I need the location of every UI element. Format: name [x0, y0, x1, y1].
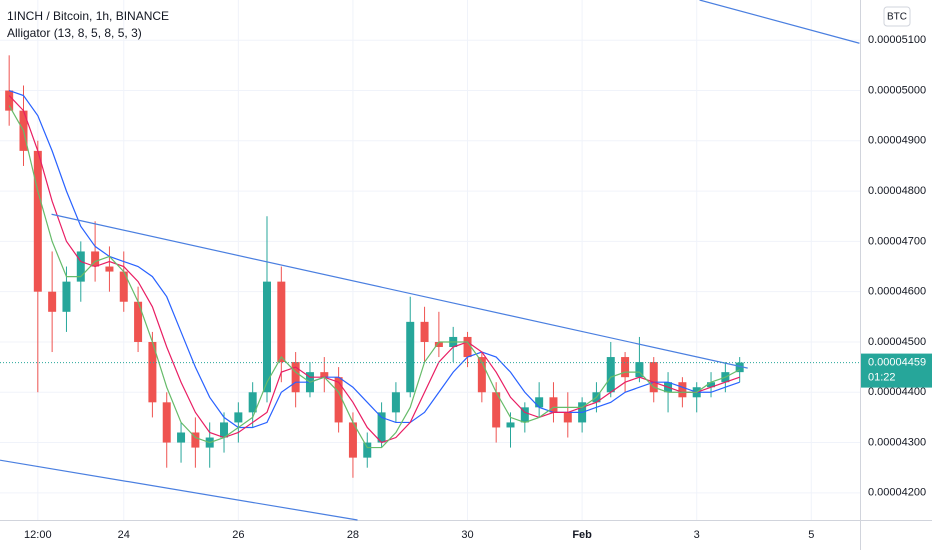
- currency-button[interactable]: [883, 6, 911, 27]
- last-price-box: [861, 353, 932, 388]
- candle-body: [563, 412, 572, 423]
- x-tick-label: 30: [461, 529, 473, 541]
- candle-body: [262, 281, 271, 393]
- candle-body: [363, 442, 372, 458]
- y-tick-label: 0.00005100: [868, 34, 926, 46]
- candle-body: [621, 357, 630, 378]
- plot-area: [0, 0, 860, 521]
- candle-body: [434, 341, 443, 348]
- candle-body: [406, 321, 415, 393]
- candle-body: [33, 150, 42, 292]
- candle-body: [76, 251, 85, 282]
- y-tick-label: 0.00004500: [868, 336, 926, 348]
- candle-body: [635, 362, 644, 378]
- candle-body: [48, 291, 57, 312]
- candle-body: [707, 382, 716, 388]
- candle-body: [463, 336, 472, 358]
- candle-body: [506, 422, 515, 428]
- x-tick-label: Feb: [572, 529, 592, 541]
- indicator-line: [8, 89, 740, 429]
- indicator-line: [8, 105, 740, 449]
- y-tick-label: 0.00004200: [868, 487, 926, 499]
- candle-body: [119, 271, 128, 302]
- y-tick-label: 0.00004300: [868, 436, 926, 448]
- candle-body: [5, 90, 14, 111]
- candle-body: [391, 392, 400, 413]
- candle-body: [234, 412, 243, 423]
- x-tick-label: 28: [347, 529, 359, 541]
- x-tick-label: 26: [232, 529, 244, 541]
- y-tick-label: 0.00004600: [868, 286, 926, 298]
- candle-body: [162, 402, 171, 443]
- x-tick-label: 5: [808, 529, 814, 541]
- candle-body: [678, 382, 687, 398]
- candle-body: [348, 422, 357, 458]
- candle-body: [220, 422, 229, 438]
- candle-body: [735, 362, 744, 373]
- candle-body: [134, 301, 143, 342]
- candle-body: [649, 362, 658, 393]
- candle-body: [477, 357, 486, 393]
- trend-line: [699, 0, 860, 44]
- candle-body: [105, 266, 114, 272]
- candle-body: [520, 407, 529, 423]
- last-price-label: 0.00004459: [868, 356, 926, 368]
- candle-body: [334, 377, 343, 423]
- candle-body: [62, 281, 71, 312]
- y-tick-label: 0.00004800: [868, 185, 926, 197]
- candle-body: [606, 357, 615, 393]
- y-tick-label: 0.00004700: [868, 235, 926, 247]
- y-tick-label: 0.00004400: [868, 386, 926, 398]
- candle-body: [91, 251, 100, 267]
- x-tick-label: 3: [694, 529, 700, 541]
- trend-line: [0, 459, 358, 521]
- y-tick-label: 0.00004900: [868, 135, 926, 147]
- indicator-line: [8, 95, 740, 444]
- candle-body: [320, 372, 329, 378]
- x-tick-label: 24: [118, 529, 130, 541]
- candle-body: [248, 392, 257, 413]
- candle-body: [177, 432, 186, 443]
- chart-title: 1INCH / Bitcoin, 1h, BINANCE: [7, 9, 169, 23]
- candle-body: [277, 281, 286, 363]
- indicator-label: Alligator (13, 8, 5, 8, 5, 3): [7, 26, 142, 40]
- candle-body: [549, 397, 558, 413]
- candle-body: [420, 321, 429, 342]
- candle-body: [191, 432, 200, 448]
- candle-body: [148, 341, 157, 403]
- trend-line: [51, 213, 748, 369]
- y-tick-label: 0.00005000: [868, 84, 926, 96]
- candle-body: [377, 412, 386, 443]
- candle-body: [492, 392, 501, 428]
- candle-body: [291, 362, 300, 393]
- candle-body: [535, 397, 544, 408]
- countdown-label: 01:22: [868, 371, 896, 383]
- x-tick-label: 12:00: [24, 529, 52, 541]
- currency-label: BTC: [887, 12, 907, 23]
